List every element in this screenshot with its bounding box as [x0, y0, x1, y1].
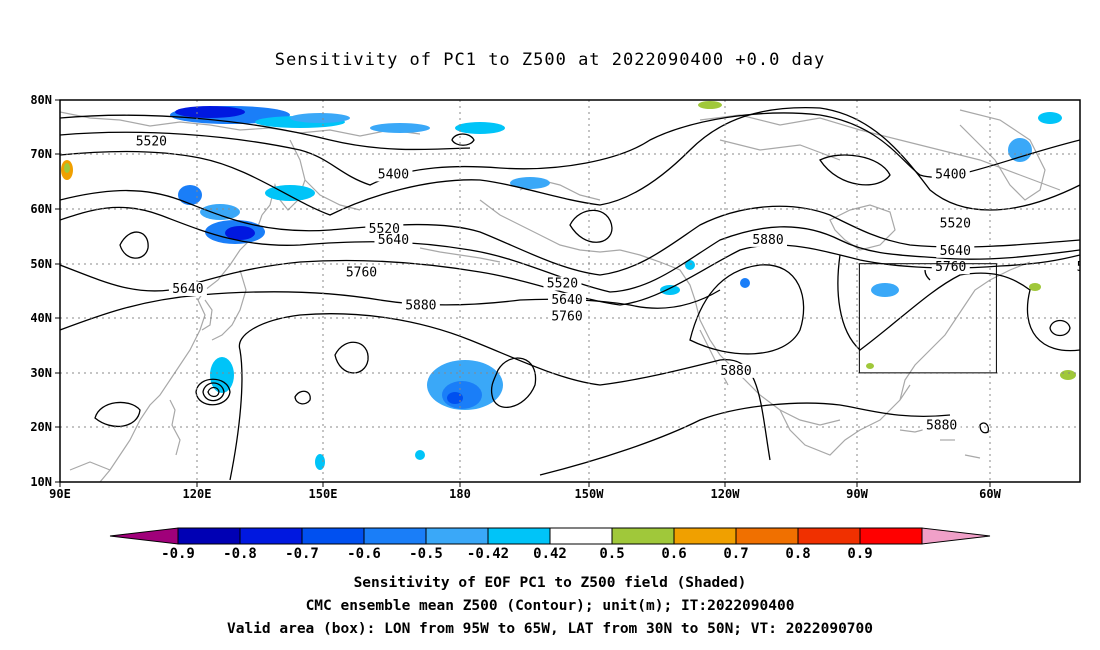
colorbar-swatch: [673, 527, 737, 545]
contour-label: 5640: [940, 244, 971, 259]
lat-label: 20N: [30, 420, 52, 434]
contour-label: 5760: [346, 266, 377, 281]
contour-label-bg: [749, 232, 788, 247]
contour-label-bg: [936, 216, 975, 231]
colorbar-high-triangle: [921, 527, 991, 545]
lon-label: 150W: [575, 487, 605, 501]
colorbar-label: -0.7: [285, 546, 319, 562]
contour-label: 5400: [378, 167, 409, 182]
lon-label: 60W: [979, 487, 1001, 501]
colorbar-swatch: [487, 527, 551, 545]
colorbar-swatch: [859, 527, 923, 545]
colorbar-label: -0.5: [409, 546, 443, 562]
colorbar-swatch: [611, 527, 675, 545]
colorbar-label: -0.42: [467, 546, 509, 562]
lat-label: 10N: [30, 475, 52, 489]
colorbar-swatch: [239, 527, 303, 545]
contour-label-bg: [168, 282, 207, 296]
caption-valid-area: Valid area (box): LON from 95W to 65W, L…: [226, 621, 873, 637]
colorbar-label: -0.6: [347, 546, 381, 562]
contour-label-bg: [543, 276, 582, 291]
colorbar-swatch: [425, 527, 489, 545]
contour-label: 5760: [551, 309, 582, 324]
contour-label: 5880: [926, 418, 957, 433]
contour-label: 5880: [405, 298, 436, 313]
contour-label: 5400: [935, 167, 966, 182]
colorbar-swatch: [797, 527, 861, 545]
colorbar-low-triangle: [109, 527, 179, 545]
valid-area-box: [858, 263, 997, 374]
caption-shaded: Sensitivity of EOF PC1 to Z500 field (Sh…: [353, 575, 747, 591]
lat-label: 40N: [30, 311, 52, 325]
contour-label-bg: [548, 292, 587, 307]
contour-label: 5640: [378, 233, 409, 248]
lon-label: 120E: [183, 487, 212, 501]
contour-label-bg: [401, 298, 440, 313]
colorbar-swatch: [363, 527, 427, 545]
contour-label-bg: [342, 265, 381, 280]
colorbar-label: -0.8: [223, 546, 257, 562]
z500-contours: [60, 106, 1080, 481]
colorbar-swatch: [301, 527, 365, 545]
contour-label: 5520: [940, 217, 971, 232]
map-title: Sensitivity of PC1 to Z500 at 2022090400…: [274, 50, 826, 70]
plot-frame: [59, 99, 1081, 483]
lat-label: 30N: [30, 366, 52, 380]
lat-label: 70N: [30, 147, 52, 161]
colorbar-label: 0.5: [599, 546, 624, 562]
contour-label: 5520: [136, 135, 167, 150]
contour-label-bg: [931, 167, 970, 182]
tick-marks: [55, 99, 991, 487]
contour-label-bg: [936, 243, 975, 258]
contour-label: 5880: [1077, 260, 1100, 275]
contour-label: 5880: [720, 364, 751, 379]
longitude-labels: 90E 120E 150E 180 150W 120W 90W 60W: [49, 487, 1001, 501]
contour-label-bg: [1073, 260, 1080, 275]
colorbar-label: 0.8: [785, 546, 810, 562]
caption-contour: CMC ensemble mean Z500 (Contour); unit(m…: [305, 598, 795, 614]
colorbar-label: 0.7: [723, 546, 748, 562]
contour-label: 5520: [547, 277, 578, 292]
lat-label: 50N: [30, 257, 52, 271]
lat-label: 80N: [30, 93, 52, 107]
colorbar-labels: -0.9 -0.8 -0.7 -0.6 -0.5 -0.42 0.42 0.5 0.6 0.7 0.…: [161, 546, 873, 562]
lon-label: 150E: [309, 487, 338, 501]
colorbar: [109, 527, 991, 545]
lat-label: 60N: [30, 202, 52, 216]
contour-label: 5640: [551, 293, 582, 308]
contour-label-bg: [132, 134, 171, 149]
colorbar-label: 0.9: [847, 546, 872, 562]
colorbar-label: 0.42: [533, 546, 567, 562]
colorbar-label: 0.6: [661, 546, 686, 562]
contour-labels: 5520540055205640576056405880552056405760…: [132, 134, 1100, 433]
lon-label: 90W: [846, 487, 868, 501]
contour-label: 5880: [752, 233, 783, 248]
lon-label: 90E: [49, 487, 71, 501]
lon-label: 180: [449, 487, 471, 501]
colorbar-label: -0.9: [161, 546, 195, 562]
contour-label-bg: [922, 418, 961, 433]
contour-label: 5760: [935, 260, 966, 275]
colorbar-swatch: [735, 527, 799, 545]
colorbar-swatch: [177, 527, 241, 545]
contour-label-bg: [365, 221, 404, 236]
contour-label-bg: [717, 363, 756, 378]
contour-label: 5640: [172, 282, 203, 297]
contour-label-bg: [548, 309, 587, 324]
contour-label-bg: [374, 167, 413, 182]
lon-label: 120W: [711, 487, 741, 501]
grid-lines: [60, 100, 1080, 482]
latitude-labels: 80N 70N 60N 50N 40N 30N 20N 10N: [30, 93, 52, 489]
colorbar-swatch: [549, 527, 613, 545]
contour-label-bg: [374, 232, 413, 247]
